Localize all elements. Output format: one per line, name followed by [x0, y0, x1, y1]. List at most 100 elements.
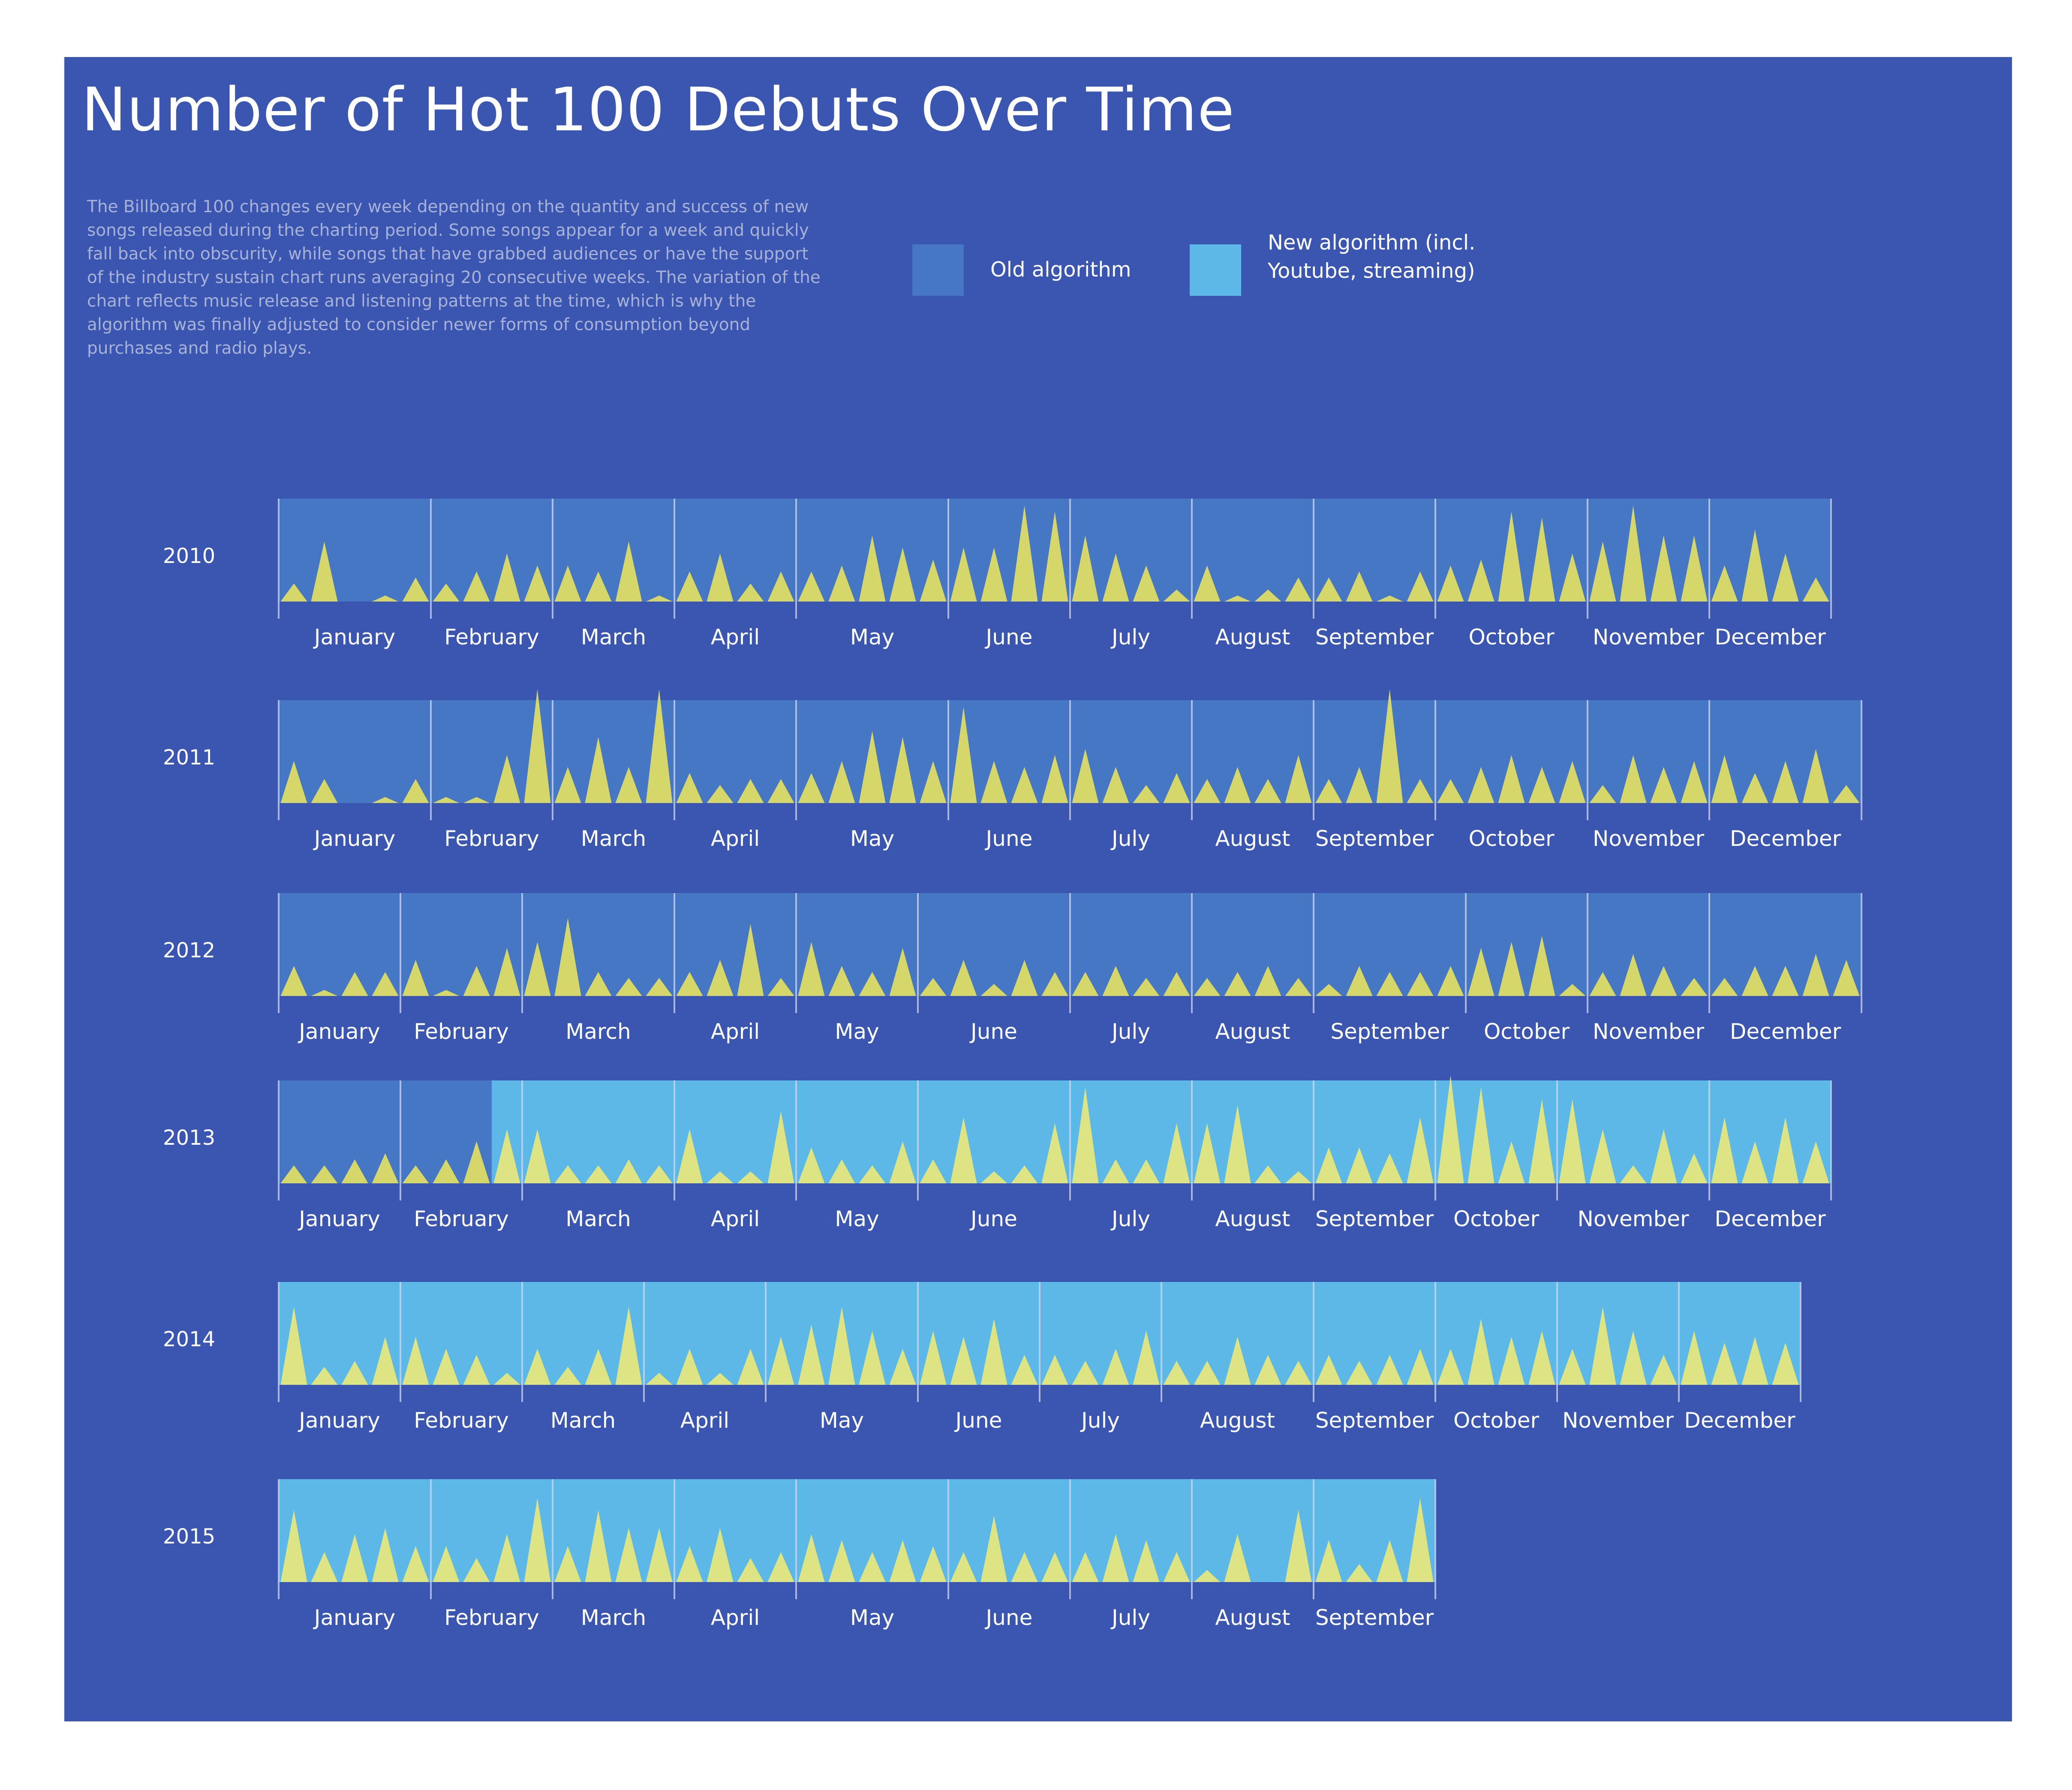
week-debuts-peak — [1285, 978, 1312, 996]
week-debuts-peak — [311, 542, 338, 602]
week-debuts-peak — [433, 990, 460, 996]
month-label: August — [1200, 1408, 1275, 1433]
week-debuts-peak — [1650, 535, 1677, 602]
week-debuts-peak — [433, 1546, 460, 1582]
week-debuts-peak — [1315, 578, 1342, 602]
week-debuts-peak — [372, 596, 399, 602]
month-label: March — [565, 1206, 631, 1231]
week-debuts-peak — [1011, 960, 1038, 996]
week-debuts-peak — [1041, 1552, 1068, 1582]
week-debuts-peak — [311, 1165, 338, 1183]
week-debuts-peak — [1559, 554, 1586, 602]
week-debuts-peak — [1559, 984, 1586, 996]
week-debuts-peak — [1741, 773, 1768, 803]
week-debuts-peak — [1681, 1153, 1708, 1183]
week-debuts-peak — [585, 737, 612, 803]
week-debuts-peak — [859, 1331, 886, 1385]
week-debuts-peak — [1468, 1087, 1495, 1183]
week-debuts-peak — [798, 1325, 825, 1385]
week-debuts-peak — [1224, 596, 1251, 602]
week-debuts-peak — [828, 1159, 855, 1183]
week-debuts-peak — [1254, 590, 1281, 602]
week-debuts-peak — [1681, 1331, 1708, 1385]
year-label: 2012 — [163, 939, 215, 963]
week-debuts-peak — [463, 1558, 490, 1582]
week-debuts-peak — [1833, 785, 1860, 803]
month-label: November — [1562, 1408, 1674, 1433]
week-debuts-peak — [1498, 755, 1525, 803]
week-debuts-peak — [1041, 511, 1068, 602]
week-debuts-peak — [341, 1159, 368, 1183]
week-debuts-peak — [737, 1558, 764, 1582]
week-debuts-peak — [646, 978, 673, 996]
week-debuts-peak — [1194, 779, 1221, 803]
month-label: December — [1684, 1408, 1795, 1433]
week-debuts-peak — [1681, 535, 1708, 602]
week-debuts-peak — [1346, 1564, 1373, 1582]
week-debuts-peak — [1285, 1510, 1312, 1582]
month-label: November — [1593, 826, 1705, 851]
week-debuts-peak — [1437, 1349, 1464, 1385]
week-debuts-peak — [311, 779, 338, 803]
month-label: October — [1484, 1019, 1570, 1044]
week-debuts-peak — [554, 767, 581, 803]
week-debuts-peak — [372, 1528, 399, 1582]
week-debuts-peak — [950, 707, 977, 803]
week-debuts-peak — [1133, 566, 1160, 602]
month-label: July — [1080, 1408, 1120, 1433]
month-label: January — [313, 1605, 396, 1630]
week-debuts-peak — [737, 779, 764, 803]
week-debuts-peak — [676, 1546, 703, 1582]
week-debuts-peak — [615, 1307, 642, 1385]
week-debuts-peak — [1559, 761, 1586, 803]
week-debuts-peak — [1315, 779, 1342, 803]
year-label: 2014 — [163, 1327, 215, 1351]
week-debuts-peak — [433, 1159, 460, 1183]
week-debuts-peak — [1559, 1349, 1586, 1385]
week-debuts-peak — [1711, 1117, 1738, 1183]
week-debuts-peak — [1528, 1099, 1555, 1183]
week-debuts-peak — [859, 1552, 886, 1582]
week-debuts-peak — [585, 572, 612, 602]
week-debuts-peak — [1772, 1117, 1799, 1183]
month-label: September — [1315, 826, 1434, 851]
week-debuts-peak — [1741, 529, 1768, 602]
week-debuts-peak — [980, 548, 1007, 602]
week-debuts-peak — [1741, 1337, 1768, 1385]
week-debuts-peak — [950, 1552, 977, 1582]
year-label: 2015 — [163, 1525, 215, 1549]
month-label: January — [298, 1206, 380, 1231]
legend-label-new-algorithm: New algorithm (incl. Youtube, streaming) — [1268, 231, 1476, 283]
month-label: June — [954, 1408, 1002, 1433]
month-label: March — [581, 625, 646, 650]
week-debuts-peak — [1102, 767, 1129, 803]
year-label: 2011 — [163, 746, 215, 770]
week-debuts-peak — [1133, 1159, 1160, 1183]
week-debuts-peak — [1772, 1343, 1799, 1385]
week-debuts-peak — [646, 1165, 673, 1183]
month-label: April — [680, 1408, 729, 1433]
month-label: May — [850, 625, 894, 650]
week-debuts-peak — [1041, 1355, 1068, 1385]
week-debuts-peak — [1407, 1349, 1434, 1385]
week-debuts-peak — [311, 1367, 338, 1385]
week-debuts-peak — [1194, 1123, 1221, 1183]
page-title: Number of Hot 100 Debuts Over Time — [81, 75, 1235, 145]
week-debuts-peak — [1772, 966, 1799, 996]
week-debuts-peak — [737, 924, 764, 996]
week-debuts-peak — [676, 572, 703, 602]
month-label: June — [985, 625, 1033, 650]
week-debuts-peak — [889, 548, 916, 602]
month-label: November — [1593, 625, 1705, 650]
month-label: April — [711, 1605, 760, 1630]
week-debuts-peak — [1224, 972, 1251, 996]
week-debuts-peak — [1102, 554, 1129, 602]
week-debuts-peak — [1011, 505, 1038, 602]
month-label: April — [711, 1019, 760, 1044]
week-debuts-peak — [1711, 1343, 1738, 1385]
week-debuts-peak — [1620, 1331, 1647, 1385]
month-label: January — [298, 1019, 380, 1044]
week-debuts-peak — [1011, 1165, 1038, 1183]
month-label: August — [1215, 1019, 1290, 1044]
week-debuts-peak — [1163, 972, 1190, 996]
